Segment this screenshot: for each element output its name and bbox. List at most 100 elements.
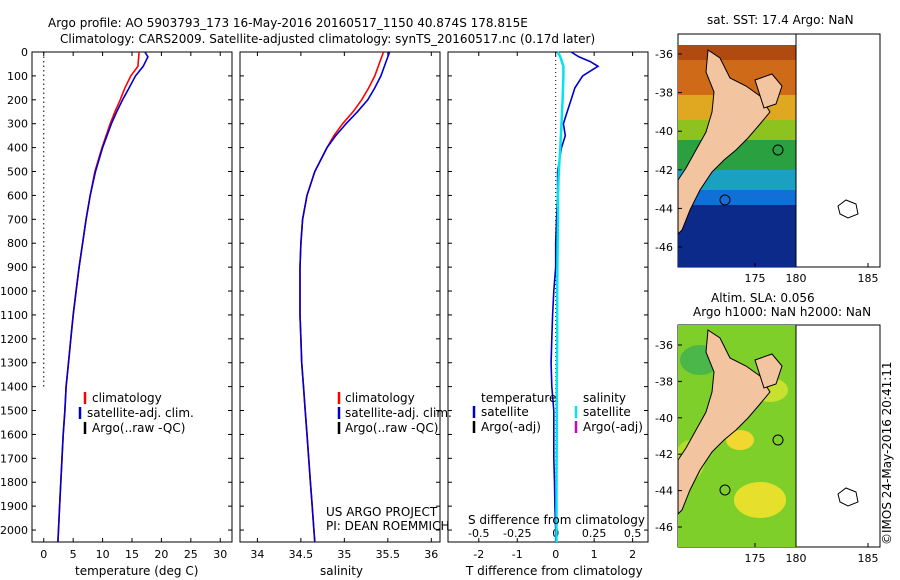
- depth-tick-label: 1800: [0, 476, 28, 489]
- project-label: US ARGO PROJECT: [326, 505, 438, 519]
- sst-map-title: sat. SST: 17.4 Argo: NaN: [707, 13, 854, 27]
- x-tick-label: 30: [213, 548, 227, 561]
- climatology-profile-line: [299, 51, 385, 543]
- depth-tick-label: 2000: [0, 524, 28, 537]
- difference-legend: temperature salinity satellite Argo(-adj…: [472, 391, 643, 434]
- x-axes: 0 5 10 15 20 25 30 34 34.5 35 35.5 36 -2 -1 0 1 2 -0.5 -0.…: [40, 52, 641, 561]
- depth-tick-label: 1200: [0, 333, 28, 346]
- s-diff-tick-label: -0.25: [503, 527, 531, 540]
- legend-climatology-label: climatology: [92, 391, 162, 405]
- legend-climatology-label: climatology: [345, 391, 415, 405]
- depth-tick-label: 1700: [0, 452, 28, 465]
- s-diff-tick-label: 0.25: [582, 527, 607, 540]
- lat-tick-label: -46: [655, 521, 673, 534]
- sst-map-ticks: -36 -38 -40 -42 -44 -46 175 180 185: [655, 48, 878, 285]
- lon-tick-label: 175: [745, 272, 766, 285]
- legend-argo-label: Argo(..raw -QC): [345, 421, 438, 435]
- depth-tick-label: 1000: [0, 285, 28, 298]
- x-tick-label: 35: [337, 548, 351, 561]
- depth-tick-label: 1300: [0, 357, 28, 370]
- legend-temperature-title: temperature: [481, 391, 556, 405]
- x-tick-label: 35.5: [376, 548, 401, 561]
- pi-label: PI: DEAN ROEMMICH: [326, 519, 449, 533]
- depth-tick-label: 1100: [0, 309, 28, 322]
- x-tick-label: 10: [96, 548, 110, 561]
- lat-tick-label: -42: [655, 164, 673, 177]
- lon-tick-label: 185: [858, 552, 879, 565]
- lat-tick-label: -36: [655, 48, 673, 61]
- x-tick-label: -2: [473, 548, 484, 561]
- x-tick-label: 0: [552, 548, 559, 561]
- depth-tick-label: 100: [7, 70, 28, 83]
- depth-tick-label: 1400: [0, 381, 28, 394]
- x-tick-label: 1: [591, 548, 598, 561]
- depth-tick-label: 800: [7, 237, 28, 250]
- sst-map: [677, 33, 881, 268]
- lat-tick-label: -36: [655, 339, 673, 352]
- depth-tick-label: 1900: [0, 500, 28, 513]
- argo-location-marker: [772, 144, 784, 156]
- depth-tick-label: 1600: [0, 428, 28, 441]
- legend-t-satellite-label: satellite: [481, 405, 529, 419]
- lon-tick-label: 180: [786, 272, 807, 285]
- lat-tick-label: -44: [655, 202, 673, 215]
- sla-map-title: Altim. SLA: 0.056: [711, 291, 815, 305]
- difference-panel: [447, 51, 649, 543]
- salinity-legend: climatology satellite-adj. clim. Argo(..…: [337, 391, 452, 435]
- depth-tick-label: 700: [7, 213, 28, 226]
- title-line-2: Climatology: CARS2009. Satellite-adjuste…: [60, 32, 595, 46]
- s-difference-axis-label: S difference from climatology: [468, 513, 645, 527]
- x-tick-label: 20: [154, 548, 168, 561]
- sla-map-subtitle: Argo h1000: NaN h2000: NaN: [693, 305, 871, 319]
- legend-satellite-label: satellite-adj. clim.: [87, 406, 194, 420]
- s-diff-tick-label: 0.5: [624, 527, 642, 540]
- x-tick-label: 5: [70, 548, 77, 561]
- legend-argo-label: Argo(..raw -QC): [92, 421, 185, 435]
- imos-stamp: ©IMOS 24-May-2016 20:41:11: [880, 361, 894, 545]
- lon-tick-label: 180: [786, 552, 807, 565]
- legend-s-argo-label: Argo(-adj): [583, 420, 643, 434]
- depth-tick-label: 500: [7, 166, 28, 179]
- depth-tick-label: 1500: [0, 405, 28, 418]
- x-tick-label: 36: [424, 548, 438, 561]
- temperature-legend: climatology satellite-adj. clim. Argo(..…: [78, 391, 194, 435]
- salinity-axis-label: salinity: [320, 564, 363, 578]
- lat-tick-label: -42: [655, 448, 673, 461]
- lon-tick-label: 175: [745, 552, 766, 565]
- temperature-axis-label: temperature (deg C): [75, 564, 198, 578]
- lat-tick-label: -44: [655, 485, 673, 498]
- sla-map-ticks: -36 -38 -40 -42 -44 -46 175 180 185: [655, 339, 878, 565]
- x-tick-label: 34: [250, 548, 264, 561]
- depth-tick-label: 900: [7, 261, 28, 274]
- legend-t-argo-label: Argo(-adj): [481, 420, 541, 434]
- depth-tick-label: 600: [7, 189, 28, 202]
- legend-s-satellite-label: satellite: [583, 405, 631, 419]
- title-line-1: Argo profile: AO 5903793_173 16-May-2016…: [48, 16, 528, 30]
- x-tick-label: 34.5: [289, 548, 314, 561]
- depth-tick-label: 0: [21, 46, 28, 59]
- lat-tick-label: -40: [655, 125, 673, 138]
- lat-tick-label: -46: [655, 241, 673, 254]
- lon-tick-label: 185: [858, 272, 879, 285]
- lat-tick-label: -40: [655, 412, 673, 425]
- x-tick-label: 25: [184, 548, 198, 561]
- depth-tick-label: 300: [7, 118, 28, 131]
- satellite-profile-line: [299, 51, 391, 543]
- climatology-profile-line: [57, 51, 140, 543]
- lat-tick-label: -38: [655, 87, 673, 100]
- legend-salinity-title: salinity: [583, 391, 626, 405]
- x-tick-label: 0: [40, 548, 47, 561]
- s-diff-tick-label: -0.5: [468, 527, 489, 540]
- nz-landmass-top: [678, 49, 771, 235]
- depth-tick-label: 400: [7, 142, 28, 155]
- x-tick-label: -1: [512, 548, 523, 561]
- depth-tick-label: 200: [7, 94, 28, 107]
- sla-map: [677, 324, 881, 548]
- depth-axis: 0 100 200 300 400 500 600 700 800 900 1000 1100 1200…: [0, 46, 648, 537]
- s-satellite-profile-line: [555, 51, 565, 542]
- lat-tick-label: -38: [655, 375, 673, 388]
- x-tick-label: 2: [629, 548, 636, 561]
- satellite-profile-line: [57, 51, 149, 543]
- t-difference-axis-label: T difference from climatology: [465, 564, 643, 578]
- profile-lines: [43, 51, 600, 543]
